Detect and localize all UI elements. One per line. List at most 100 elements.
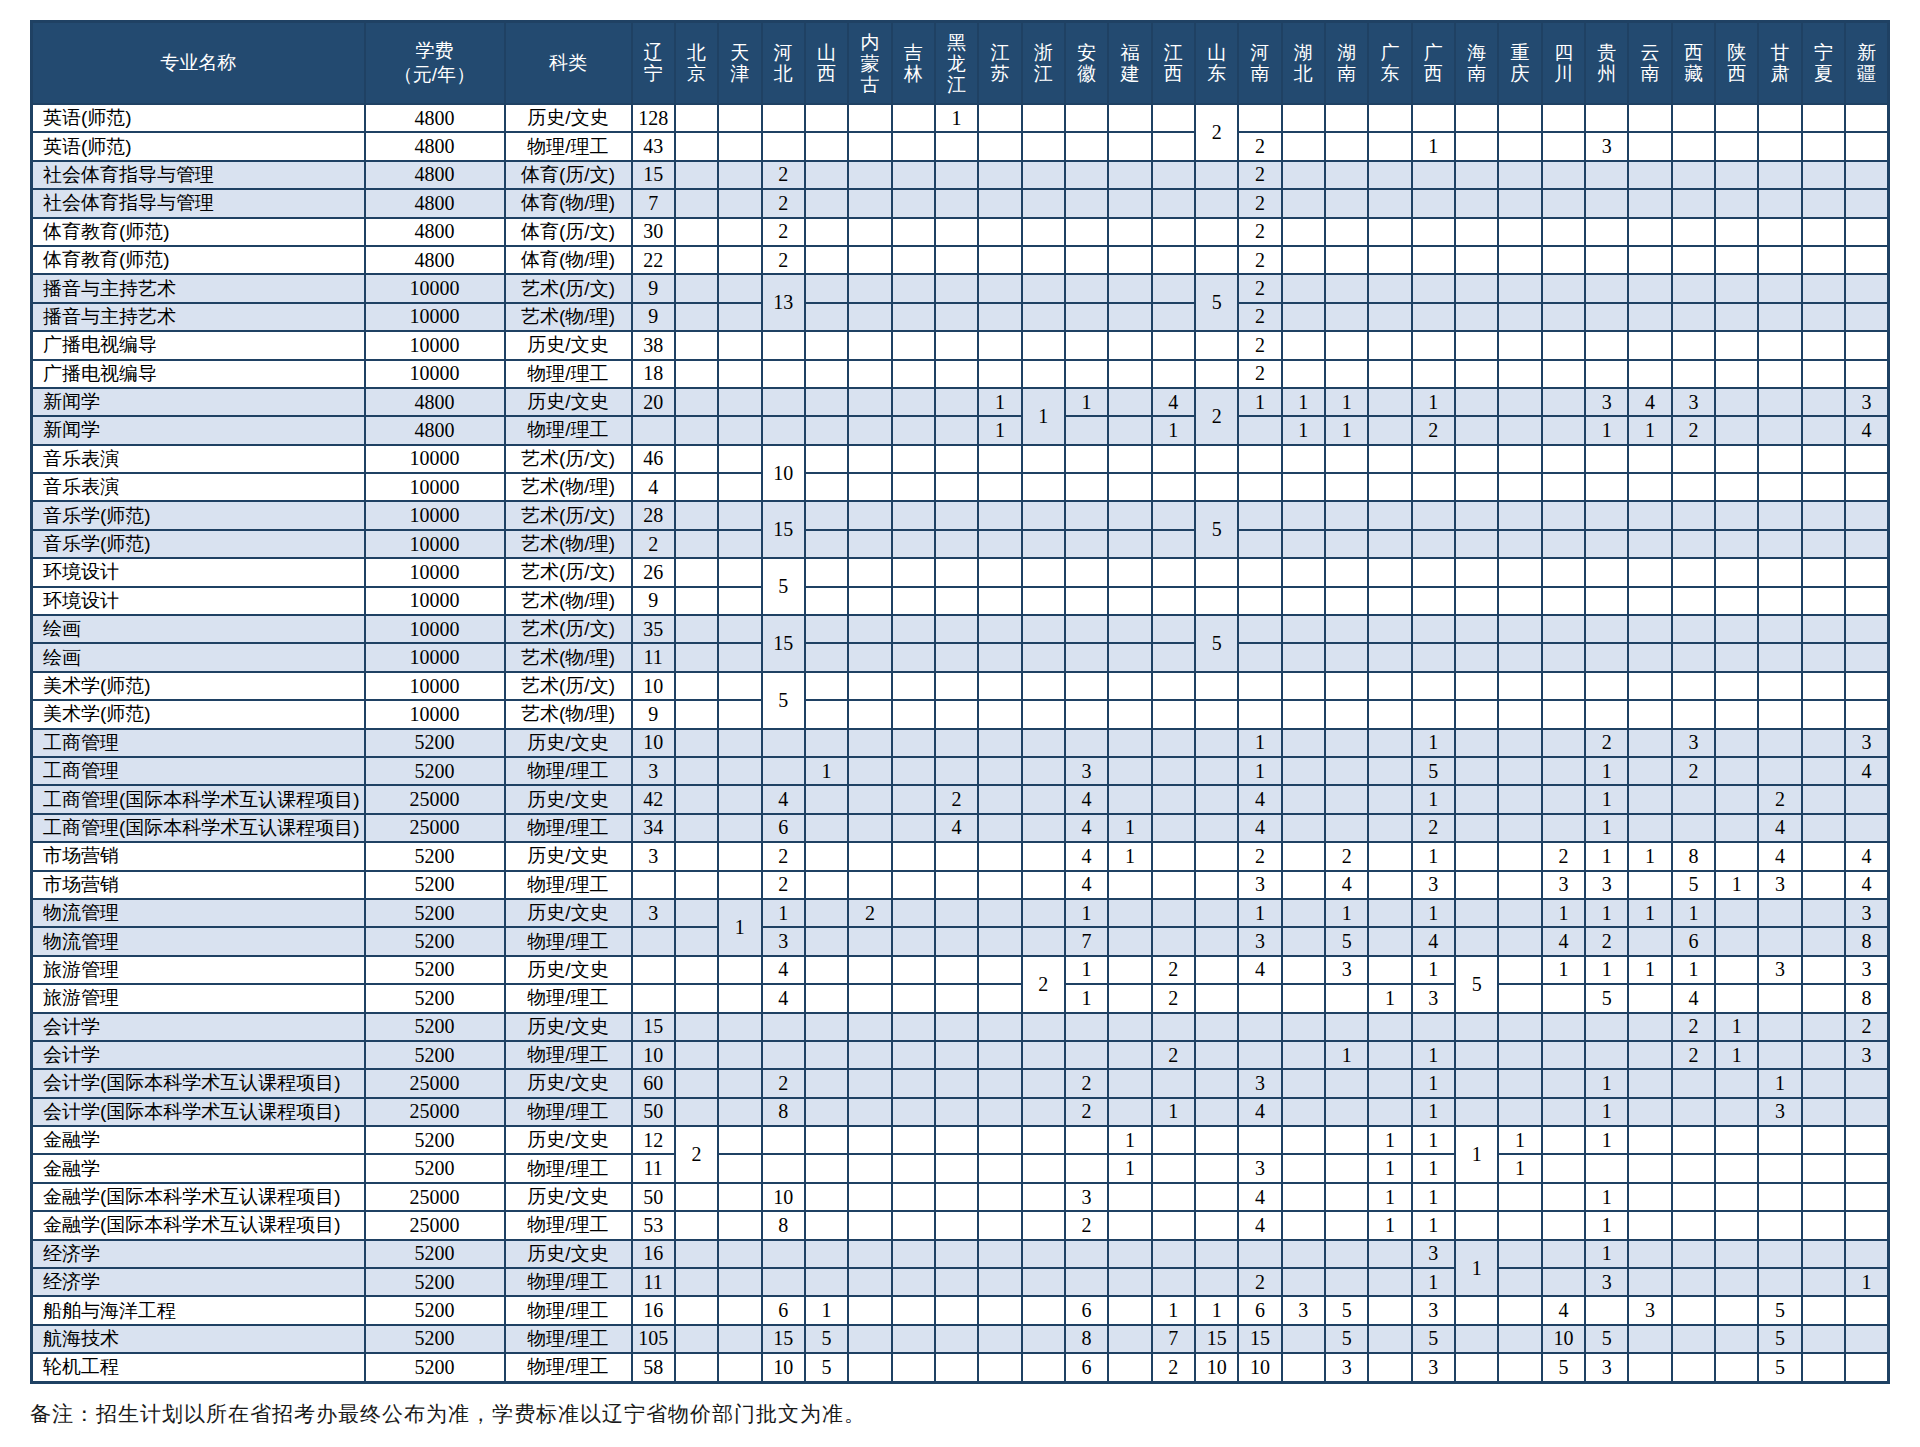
plan-count-cell xyxy=(1282,700,1325,728)
plan-count-cell xyxy=(1542,388,1585,416)
plan-count-cell xyxy=(1758,161,1801,189)
table-row: 绘画10000艺术(历/文)35155 xyxy=(32,615,1889,643)
table-row: 美术学(师范)10000艺术(物/理)9 xyxy=(32,700,1889,728)
plan-count-cell xyxy=(1022,189,1065,217)
plan-count-cell xyxy=(675,615,718,643)
major-name-cell: 播音与主持艺术 xyxy=(32,274,365,302)
table-row: 音乐学(师范)10000艺术(历/文)28155 xyxy=(32,501,1889,529)
plan-count-cell xyxy=(1498,558,1541,586)
plan-count-cell xyxy=(1238,530,1281,558)
plan-count-cell: 1 xyxy=(1628,956,1671,984)
plan-count-cell xyxy=(1368,274,1411,302)
plan-count-cell xyxy=(1802,1183,1845,1211)
fee-cell: 25000 xyxy=(365,1098,505,1126)
page: 专业名称学费（元/年）科类辽宁北京天津河北山西内蒙古吉林黑龙江江苏浙江安徽福建江… xyxy=(0,0,1920,1447)
plan-count-cell xyxy=(1715,927,1758,955)
plan-count-cell xyxy=(762,1126,805,1154)
plan-count-cell: 2 xyxy=(1672,1013,1715,1041)
plan-count-cell: 7 xyxy=(1152,1325,1195,1353)
plan-count-cell xyxy=(1715,189,1758,217)
province-label: 陕西 xyxy=(1716,42,1757,84)
plan-count-cell xyxy=(1282,814,1325,842)
column-header-province: 吉林 xyxy=(892,22,935,105)
province-label: 湖南 xyxy=(1326,42,1367,84)
table-row: 社会体育指导与管理4800体育(历/文)1522 xyxy=(32,161,1889,189)
plan-count-cell xyxy=(1325,445,1368,473)
plan-count-cell xyxy=(1672,274,1715,302)
plan-count-cell xyxy=(978,1098,1021,1126)
plan-count-cell: 2 xyxy=(1195,104,1238,161)
plan-count-cell xyxy=(1845,246,1888,274)
plan-count-cell xyxy=(1715,132,1758,160)
plan-count-cell xyxy=(1585,274,1628,302)
plan-count-cell xyxy=(1628,303,1671,331)
plan-count-cell: 3 xyxy=(1672,388,1715,416)
plan-count-cell xyxy=(1758,1013,1801,1041)
plan-count-cell xyxy=(1412,530,1455,558)
plan-count-cell xyxy=(1802,360,1845,388)
plan-count-cell xyxy=(1845,104,1888,132)
plan-count-cell xyxy=(1065,331,1108,359)
table-row: 市场营销5200历史/文史3241221211844 xyxy=(32,842,1889,870)
plan-count-cell xyxy=(1542,246,1585,274)
plan-count-cell: 1 xyxy=(1412,1268,1455,1296)
plan-count-cell xyxy=(1542,104,1585,132)
plan-count-cell xyxy=(1325,558,1368,586)
plan-count-cell xyxy=(1542,331,1585,359)
plan-count-cell xyxy=(1022,1268,1065,1296)
plan-count-cell xyxy=(1325,331,1368,359)
plan-count-cell: 6 xyxy=(1672,927,1715,955)
plan-count-cell xyxy=(978,1353,1021,1382)
plan-count-cell xyxy=(718,1211,761,1239)
plan-count-cell: 3 xyxy=(1065,757,1108,785)
plan-count-cell xyxy=(1585,445,1628,473)
plan-count-cell xyxy=(1022,1211,1065,1239)
category-cell: 历史/文史 xyxy=(505,1126,632,1154)
plan-count-cell xyxy=(892,1098,935,1126)
plan-count-cell: 42 xyxy=(632,785,675,813)
table-row: 体育教育(师范)4800体育(历/文)3022 xyxy=(32,218,1889,246)
plan-count-cell xyxy=(1152,161,1195,189)
plan-count-cell xyxy=(1065,303,1108,331)
major-name-cell: 经济学 xyxy=(32,1240,365,1268)
plan-count-cell xyxy=(718,757,761,785)
plan-count-cell xyxy=(675,501,718,529)
plan-count-cell: 2 xyxy=(1195,388,1238,445)
plan-count-cell xyxy=(1325,643,1368,671)
plan-count-cell xyxy=(1238,587,1281,615)
plan-count-cell xyxy=(935,956,978,984)
fee-cell: 10000 xyxy=(365,274,505,302)
category-cell: 物理/理工 xyxy=(505,1296,632,1324)
plan-count-cell xyxy=(1065,1240,1108,1268)
plan-count-cell xyxy=(1715,161,1758,189)
major-name-cell: 体育教育(师范) xyxy=(32,218,365,246)
plan-count-cell xyxy=(1715,360,1758,388)
plan-count-cell xyxy=(978,473,1021,501)
plan-count-cell: 1 xyxy=(805,757,848,785)
plan-count-cell: 4 xyxy=(1542,927,1585,955)
plan-count-cell xyxy=(1845,445,1888,473)
category-cell: 历史/文史 xyxy=(505,785,632,813)
plan-count-cell xyxy=(1802,473,1845,501)
plan-count-cell xyxy=(848,501,891,529)
column-header-province: 陕西 xyxy=(1715,22,1758,105)
column-header-major: 专业名称 xyxy=(32,22,365,105)
plan-count-cell xyxy=(718,643,761,671)
plan-count-cell xyxy=(1455,1183,1498,1211)
plan-count-cell xyxy=(1368,161,1411,189)
plan-count-cell xyxy=(1758,360,1801,388)
plan-count-cell xyxy=(1672,1098,1715,1126)
plan-count-cell: 3 xyxy=(1412,1240,1455,1268)
plan-count-cell xyxy=(1845,1211,1888,1239)
plan-count-cell xyxy=(1455,700,1498,728)
plan-count-cell xyxy=(675,132,718,160)
plan-count-cell xyxy=(675,700,718,728)
plan-count-cell xyxy=(1108,104,1151,132)
plan-count-cell xyxy=(762,388,805,416)
plan-count-cell xyxy=(935,1013,978,1041)
plan-count-cell: 2 xyxy=(1585,729,1628,757)
plan-count-cell: 4 xyxy=(1325,871,1368,899)
plan-count-cell: 1 xyxy=(1412,729,1455,757)
column-header-province: 江苏 xyxy=(978,22,1021,105)
plan-count-cell xyxy=(1498,1013,1541,1041)
